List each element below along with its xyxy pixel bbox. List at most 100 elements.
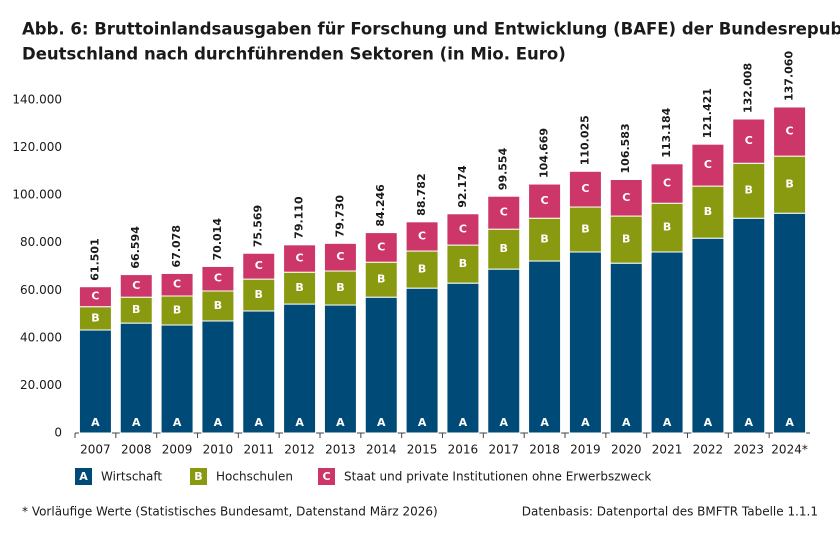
total-label: 88.782 bbox=[415, 173, 428, 215]
segment-letter: C bbox=[663, 177, 671, 190]
y-tick-label: 20.000 bbox=[20, 378, 62, 392]
bar-segment bbox=[609, 178, 643, 217]
segment-letter: A bbox=[785, 416, 794, 429]
bar-segment bbox=[78, 329, 112, 434]
bar-segment bbox=[364, 232, 398, 263]
segment-letter: A bbox=[622, 416, 631, 429]
bar-segment bbox=[773, 155, 807, 214]
segment-letter: C bbox=[541, 194, 549, 207]
segment-letter: C bbox=[214, 272, 222, 285]
x-tick-label: 2014 bbox=[366, 443, 397, 457]
segment-letter: A bbox=[581, 416, 590, 429]
segment-letter: A bbox=[418, 416, 427, 429]
segment-letter: C bbox=[132, 279, 140, 292]
x-tick-label: 2018 bbox=[529, 443, 560, 457]
segment-letter: B bbox=[581, 223, 589, 236]
segment-letter: C bbox=[459, 222, 467, 235]
segment-letter: B bbox=[173, 304, 181, 317]
chart-subtitle: Deutschland nach durchführenden Sektoren… bbox=[22, 45, 566, 64]
total-label: 66.594 bbox=[129, 226, 142, 269]
x-tick-label: 2020 bbox=[611, 443, 642, 457]
x-tick-label: 2008 bbox=[121, 443, 152, 457]
y-tick-label: 140.000 bbox=[12, 93, 62, 107]
bar-segment bbox=[446, 282, 480, 434]
y-tick-label: 60.000 bbox=[20, 283, 62, 297]
total-label: 75.569 bbox=[252, 205, 265, 247]
segment-letter: A bbox=[377, 416, 386, 429]
segment-letter: B bbox=[500, 242, 508, 255]
legend-swatch bbox=[190, 468, 207, 485]
bar-segment bbox=[405, 250, 439, 289]
x-tick-label: 2013 bbox=[325, 443, 356, 457]
bar-segment bbox=[446, 244, 480, 284]
x-tick-label: 2017 bbox=[488, 443, 519, 457]
bar-segment bbox=[242, 278, 276, 312]
legend-letter: B bbox=[194, 470, 202, 483]
total-label: 67.078 bbox=[170, 225, 183, 267]
segment-letter: C bbox=[296, 252, 304, 265]
legend-swatch bbox=[75, 468, 92, 485]
bar-segment bbox=[283, 244, 317, 273]
x-tick-label: 2022 bbox=[693, 443, 724, 457]
bar-segment bbox=[160, 272, 194, 297]
segment-letter: C bbox=[255, 259, 263, 272]
segment-letter: B bbox=[622, 233, 630, 246]
segment-letter: B bbox=[745, 184, 753, 197]
x-tick-label: 2007 bbox=[80, 443, 111, 457]
segment-letter: A bbox=[499, 416, 508, 429]
bar-segment bbox=[691, 185, 725, 239]
x-tick-label: 2024* bbox=[771, 443, 808, 457]
segment-letter: C bbox=[173, 278, 181, 291]
bar-segment bbox=[732, 162, 766, 219]
x-tick-label: 2010 bbox=[203, 443, 234, 457]
total-label: 137.060 bbox=[783, 51, 796, 101]
bar-segment bbox=[119, 322, 153, 434]
legend-label: Hochschulen bbox=[216, 470, 293, 484]
bar-segment bbox=[446, 213, 480, 246]
segment-letter: A bbox=[132, 416, 141, 429]
segment-letter: C bbox=[622, 191, 630, 204]
segment-letter: A bbox=[173, 416, 182, 429]
y-tick-label: 80.000 bbox=[20, 235, 62, 249]
bar-segment bbox=[201, 320, 235, 434]
legend-label: Staat und private Institutionen ohne Erw… bbox=[344, 470, 651, 484]
footnote: * Vorläufige Werte (Statistisches Bundes… bbox=[22, 505, 438, 519]
chart-title: Abb. 6: Bruttoinlandsausgaben für Forsch… bbox=[22, 20, 840, 39]
bar-segment bbox=[650, 163, 684, 204]
segment-letter: C bbox=[500, 206, 508, 219]
x-tick-label: 2021 bbox=[652, 443, 683, 457]
x-tick-label: 2023 bbox=[733, 443, 764, 457]
segment-letter: B bbox=[418, 263, 426, 276]
bar-segment bbox=[323, 242, 357, 272]
x-tick-label: 2015 bbox=[407, 443, 438, 457]
bar-segment bbox=[773, 212, 807, 434]
bar-segment bbox=[119, 274, 153, 298]
total-label: 70.014 bbox=[211, 218, 224, 261]
bar-segment bbox=[405, 287, 439, 434]
total-label: 79.110 bbox=[293, 196, 306, 239]
bar-segment bbox=[242, 252, 276, 280]
legend-label: Wirtschaft bbox=[101, 470, 162, 484]
bar-segment bbox=[773, 106, 807, 157]
segment-letter: C bbox=[91, 290, 99, 303]
segment-letter: B bbox=[295, 281, 303, 294]
segment-letter: B bbox=[785, 178, 793, 191]
legend-swatch bbox=[318, 468, 335, 485]
bar-segment bbox=[78, 286, 112, 308]
y-tick-label: 120.000 bbox=[12, 140, 62, 154]
bar-segment bbox=[323, 304, 357, 434]
total-label: 110.025 bbox=[578, 115, 591, 165]
segment-letter: A bbox=[254, 416, 263, 429]
segment-letter: C bbox=[377, 240, 385, 253]
bar-segment bbox=[732, 118, 766, 164]
total-label: 79.730 bbox=[333, 195, 346, 238]
segment-letter: B bbox=[91, 311, 99, 324]
x-tick-label: 2016 bbox=[448, 443, 479, 457]
bar-segment bbox=[487, 195, 521, 230]
bar-segment bbox=[528, 260, 562, 434]
total-label: 84.246 bbox=[374, 184, 387, 227]
legend-letter: C bbox=[322, 470, 330, 483]
segment-letter: C bbox=[418, 229, 426, 242]
source: Datenbasis: Datenportal des BMFTR Tabell… bbox=[522, 505, 818, 519]
